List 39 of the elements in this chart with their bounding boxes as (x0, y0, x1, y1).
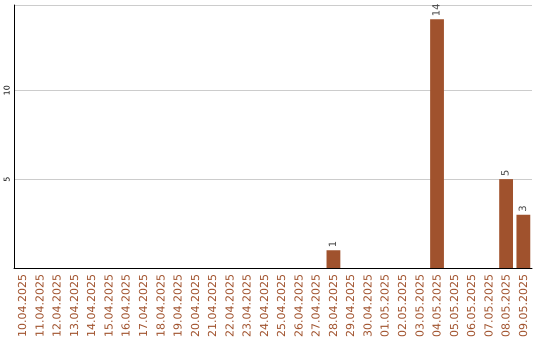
x-tick-label: 04.05.2025 (430, 274, 444, 338)
x-tick-label: 19.04.2025 (172, 274, 185, 338)
bar (326, 250, 340, 268)
x-tick-label: 25.04.2025 (275, 274, 288, 338)
x-tick-label: 23.04.2025 (240, 274, 254, 338)
data-label: 1 (328, 240, 339, 248)
x-tick-label: 21.04.2025 (206, 274, 220, 338)
x-tick-label: 01.05.2025 (378, 274, 392, 338)
x-tick-label: 11.04.2025 (33, 274, 46, 338)
x-tick-label: 28.04.2025 (326, 274, 340, 338)
x-tick-label: 22.04.2025 (223, 274, 236, 338)
x-tick-label: 09.05.2025 (516, 274, 530, 338)
x-tick-label: 24.04.2025 (258, 274, 271, 338)
bar (430, 19, 444, 268)
bar (516, 214, 530, 268)
x-tick-label: 27.04.2025 (310, 274, 323, 338)
x-tick-label: 29.04.2025 (344, 274, 358, 338)
x-tick-label: 13.04.2025 (68, 274, 81, 338)
y-tick-label: 10 (2, 85, 12, 96)
x-tick-label: 12.04.2025 (50, 274, 64, 338)
x-tick-label: 15.04.2025 (102, 274, 116, 338)
x-tick-label: 26.04.2025 (292, 274, 306, 338)
data-label: 5 (500, 170, 512, 176)
x-tick-label: 05.05.2025 (448, 274, 461, 338)
x-tick-label: 08.05.2025 (500, 274, 513, 338)
x-tick-label: 20.04.2025 (188, 274, 202, 338)
data-label: 3 (518, 205, 529, 212)
x-tick-label: 02.05.2025 (396, 274, 409, 338)
x-tick-label: 06.05.2025 (465, 274, 478, 338)
x-tick-label: 17.04.2025 (137, 274, 150, 338)
x-tick-label: 14.04.2025 (85, 274, 98, 338)
data-label: 14 (432, 3, 443, 16)
x-tick-label: 30.04.2025 (361, 274, 374, 338)
x-tick-label: 03.05.2025 (413, 274, 426, 338)
x-tick-label: 18.04.2025 (154, 274, 168, 338)
x-tick-label: 07.05.2025 (482, 274, 496, 338)
bar (499, 179, 514, 268)
x-tick-label: 16.04.2025 (120, 274, 133, 338)
x-tick-label: 10.04.2025 (16, 274, 30, 338)
